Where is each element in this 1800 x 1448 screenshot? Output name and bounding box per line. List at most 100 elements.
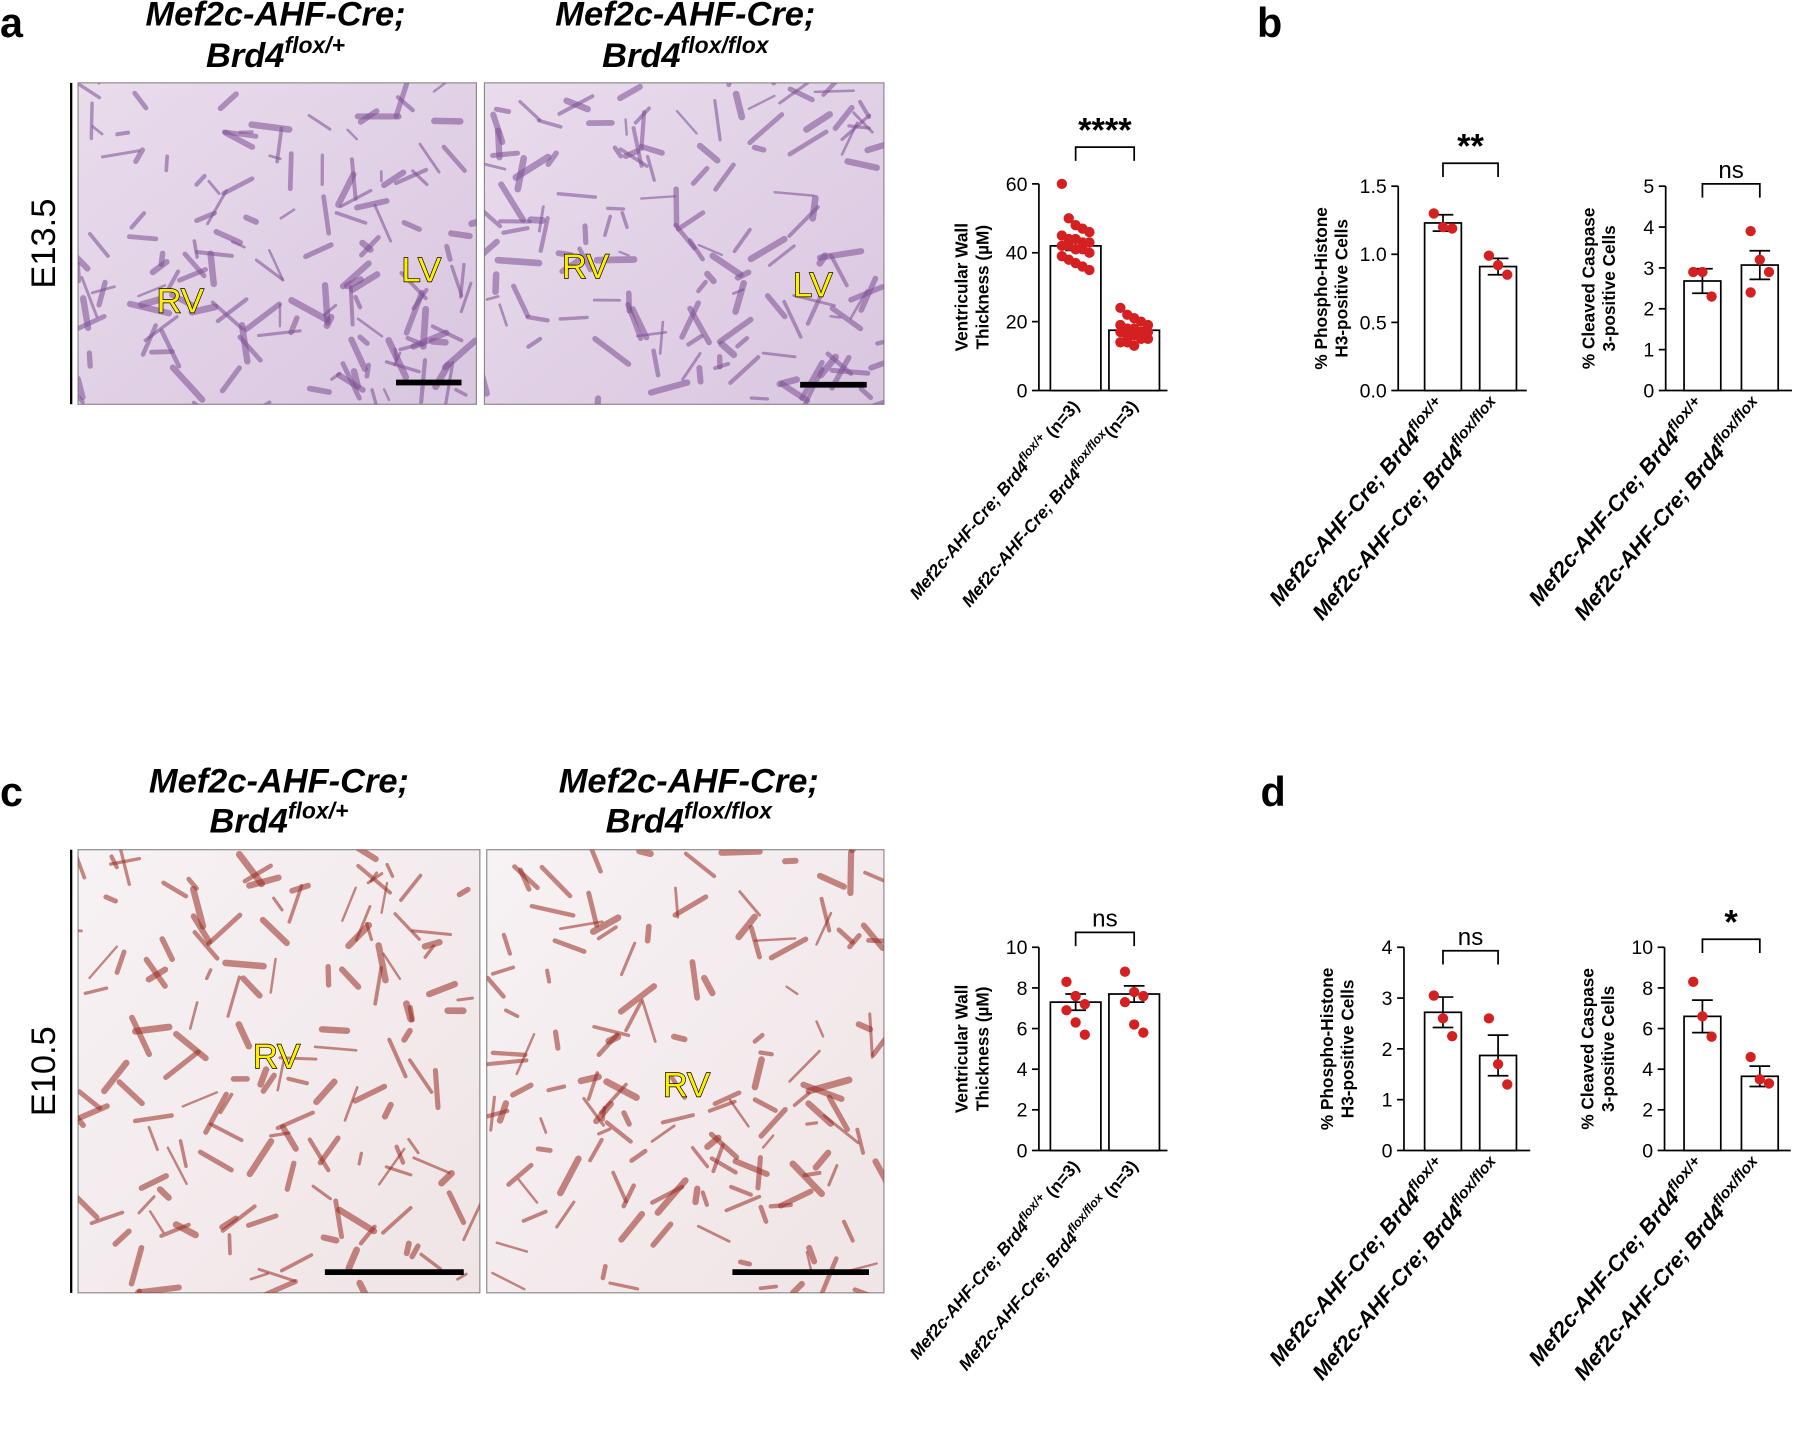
tissue-fiber <box>592 335 632 367</box>
tissue-fiber <box>398 342 422 352</box>
tissue-fiber <box>868 360 884 371</box>
tissue-fiber <box>805 1100 834 1127</box>
tissue-fiber <box>582 223 589 246</box>
tissue <box>78 82 477 405</box>
tissue-fiber <box>186 876 199 891</box>
y-tick-label: 0 <box>1642 1140 1653 1162</box>
tissue-fiber <box>128 1244 145 1287</box>
tissue-fiber <box>318 1026 351 1034</box>
tissue-fiber <box>704 270 717 285</box>
tissue-fiber <box>589 914 622 935</box>
tissue-fiber <box>517 1178 539 1204</box>
bar <box>1740 264 1780 392</box>
tissue-fiber <box>278 1056 318 1061</box>
tissue-fiber <box>855 1127 866 1155</box>
tissue-fiber <box>384 360 421 374</box>
y-tick-label: 2 <box>1382 1039 1393 1061</box>
y-axis-label: Ventricular Wall <box>952 223 972 351</box>
data-point <box>1754 254 1765 265</box>
data-point <box>1688 976 1699 987</box>
data-point <box>1428 208 1439 219</box>
tissue-fiber <box>78 254 91 272</box>
tissue-fiber <box>812 1149 832 1171</box>
tissue-fiber <box>235 1021 253 1050</box>
tissue-fiber <box>805 294 823 326</box>
genotype-line1: Mef2c-AHF-Cre; <box>559 762 819 800</box>
tissue-fiber <box>625 301 644 342</box>
y-tick-label: 4 <box>1382 937 1393 959</box>
y-tick-label: 1 <box>1643 340 1654 362</box>
tissue-fiber <box>629 306 650 341</box>
tissue-fiber <box>640 195 677 200</box>
tissue-fiber <box>207 250 217 288</box>
tissue-fiber <box>620 211 629 229</box>
tissue-fiber <box>249 1272 269 1281</box>
tissue-fiber <box>829 315 842 319</box>
tissue-fiber <box>276 1055 286 1092</box>
data-point <box>1745 1051 1756 1063</box>
tissue-fiber <box>112 1228 132 1247</box>
tissue-fiber <box>732 90 746 121</box>
tissue-fiber <box>598 1082 628 1115</box>
category-part: Mef2c-AHF-Cre; Brd4 <box>954 1228 1081 1374</box>
tissue-fiber <box>875 339 884 346</box>
data-point <box>1056 178 1068 190</box>
tissue-fiber <box>393 347 398 362</box>
tissue-fiber <box>83 986 109 996</box>
tissue-fiber <box>644 923 652 944</box>
tissue-fiber <box>608 1281 640 1291</box>
tissue-fiber <box>341 886 357 922</box>
tissue-fiber <box>734 269 752 281</box>
y-axis-label: Thickness (µM) <box>972 225 992 350</box>
tissue-fiber <box>735 913 758 941</box>
y-tick-label: 4 <box>1642 1059 1653 1081</box>
tissue-fiber <box>343 1086 359 1122</box>
tissue-fiber <box>169 291 197 309</box>
data-point <box>1706 291 1717 302</box>
tissue-fiber <box>181 1091 219 1108</box>
y-tick-label: 4 <box>1643 217 1654 239</box>
tissue-fiber <box>670 1033 688 1043</box>
tissue-fiber <box>501 226 530 235</box>
tissue-fiber <box>338 966 362 990</box>
tissue-fiber <box>806 1244 818 1265</box>
tissue-fiber <box>88 945 118 980</box>
tissue-fiber <box>555 1200 576 1229</box>
tissue-fiber <box>459 281 473 314</box>
tissue-fiber <box>732 279 747 315</box>
tissue-fiber <box>419 305 430 350</box>
tissue-fiber <box>78 1114 86 1129</box>
y-tick-label: 1 <box>1382 1090 1393 1112</box>
data-point <box>1428 990 1439 1001</box>
tissue-fiber <box>805 1250 813 1272</box>
tissue-fiber <box>114 949 127 975</box>
data-point <box>1084 237 1095 248</box>
tissue-fiber <box>816 248 865 261</box>
significance-label: **** <box>1078 111 1132 149</box>
tissue-fiber <box>395 95 415 113</box>
allele: flox/flox <box>684 798 773 824</box>
tissue-fiber <box>768 936 809 961</box>
bar <box>1478 265 1518 392</box>
tissue-fiber <box>748 925 762 960</box>
genotype-line1: Mef2c-AHF-Cre; <box>555 0 815 33</box>
tissue-fiber <box>651 348 661 378</box>
tissue-fiber <box>588 1137 604 1163</box>
tissue-fiber <box>494 127 503 161</box>
tissue-fiber <box>188 303 219 316</box>
tissue-fiber <box>428 338 449 346</box>
tissue-fiber <box>321 194 332 236</box>
tissue-fiber <box>675 109 698 135</box>
significance-label: ns <box>1092 906 1117 933</box>
bar <box>1423 222 1463 392</box>
tissue-fiber <box>118 849 131 886</box>
tissue-fiber <box>490 965 516 976</box>
tissue-fiber <box>260 1072 277 1094</box>
region-label: RV <box>253 1038 300 1076</box>
significance-label: ns <box>1458 924 1483 951</box>
tissue-fiber <box>192 930 220 961</box>
tissue-fiber <box>238 322 251 365</box>
tissue-fiber <box>789 1160 825 1198</box>
tissue-fiber <box>369 871 379 883</box>
